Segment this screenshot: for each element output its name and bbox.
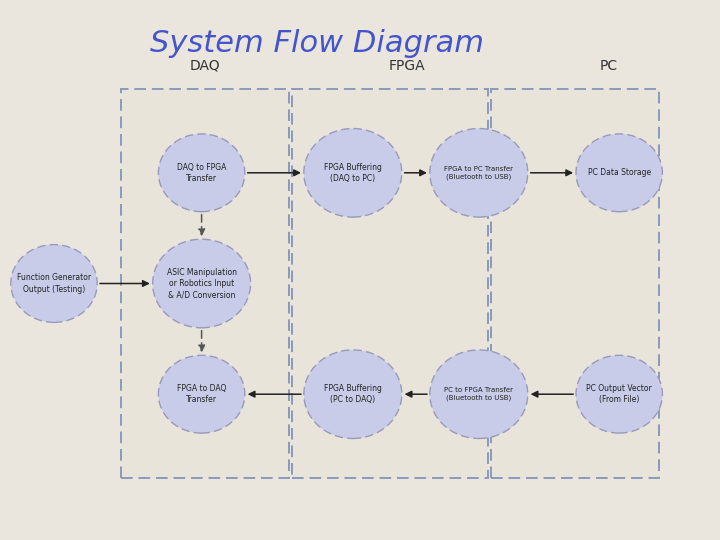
Text: DAQ: DAQ — [190, 59, 220, 73]
Ellipse shape — [430, 129, 528, 217]
Text: Function Generator
Output (Testing): Function Generator Output (Testing) — [17, 273, 91, 294]
Text: PC Data Storage: PC Data Storage — [588, 168, 651, 177]
Ellipse shape — [11, 245, 97, 322]
Ellipse shape — [158, 355, 245, 433]
Ellipse shape — [158, 134, 245, 212]
Text: FPGA: FPGA — [389, 59, 425, 73]
Ellipse shape — [576, 355, 662, 433]
FancyBboxPatch shape — [292, 89, 488, 478]
Ellipse shape — [304, 350, 402, 438]
Text: FPGA to PC Transfer
(Bluetooth to USB): FPGA to PC Transfer (Bluetooth to USB) — [444, 166, 513, 180]
Text: FPGA to DAQ
Transfer: FPGA to DAQ Transfer — [177, 384, 226, 404]
Ellipse shape — [304, 129, 402, 217]
Text: FPGA Buffering
(PC to DAQ): FPGA Buffering (PC to DAQ) — [324, 384, 382, 404]
Text: DAQ to FPGA
Transfer: DAQ to FPGA Transfer — [177, 163, 226, 183]
Ellipse shape — [576, 134, 662, 212]
FancyBboxPatch shape — [121, 89, 289, 478]
Ellipse shape — [430, 350, 528, 438]
Text: FPGA Buffering
(DAQ to PC): FPGA Buffering (DAQ to PC) — [324, 163, 382, 183]
Text: PC: PC — [599, 59, 618, 73]
Ellipse shape — [153, 239, 251, 328]
Text: PC to FPGA Transfer
(Bluetooth to USB): PC to FPGA Transfer (Bluetooth to USB) — [444, 387, 513, 401]
Text: System Flow Diagram: System Flow Diagram — [150, 29, 484, 58]
FancyBboxPatch shape — [491, 89, 659, 478]
Text: ASIC Manipulation
or Robotics Input
& A/D Conversion: ASIC Manipulation or Robotics Input & A/… — [166, 268, 237, 299]
Text: PC Output Vector
(From File): PC Output Vector (From File) — [586, 384, 652, 404]
